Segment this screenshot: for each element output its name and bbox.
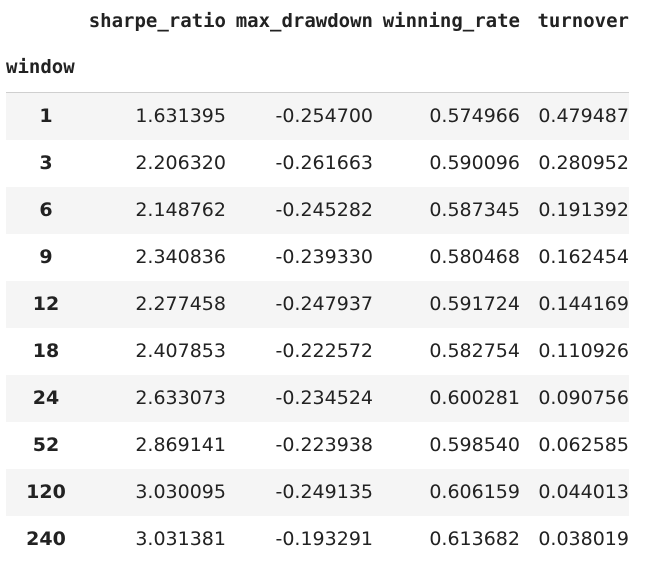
empty-header-cell xyxy=(520,42,629,93)
turnover-cell: 0.191392 xyxy=(538,199,629,221)
empty-header-cell xyxy=(86,42,226,93)
column-header-turnover: turnover xyxy=(537,10,629,32)
results-table: sharpe_ratio max_drawdown winning_rate t… xyxy=(6,0,629,563)
sharpe-ratio-cell: 2.633073 xyxy=(135,387,226,409)
table-header: sharpe_ratio max_drawdown winning_rate t… xyxy=(6,0,629,93)
table-row: 9 2.340836 -0.239330 0.580468 0.162454 xyxy=(6,234,629,281)
winning-rate-cell: 0.613682 xyxy=(429,528,520,550)
column-header-sharpe-ratio: sharpe_ratio xyxy=(88,10,226,32)
winning-rate-cell: 0.580468 xyxy=(429,246,520,268)
sharpe-ratio-cell: 3.030095 xyxy=(135,481,226,503)
table-row: 120 3.030095 -0.249135 0.606159 0.044013 xyxy=(6,469,629,516)
max-drawdown-cell: -0.261663 xyxy=(275,152,373,174)
row-index-cell: 9 xyxy=(39,246,53,268)
empty-header-cell xyxy=(226,42,373,93)
winning-rate-cell: 0.574966 xyxy=(429,105,520,127)
max-drawdown-cell: -0.254700 xyxy=(275,105,373,127)
max-drawdown-cell: -0.245282 xyxy=(275,199,373,221)
max-drawdown-cell: -0.223938 xyxy=(275,434,373,456)
column-header-max-drawdown: max_drawdown xyxy=(235,10,373,32)
row-index-cell: 12 xyxy=(32,293,60,315)
table-row: 3 2.206320 -0.261663 0.590096 0.280952 xyxy=(6,140,629,187)
turnover-cell: 0.062585 xyxy=(538,434,629,456)
column-header-row: sharpe_ratio max_drawdown winning_rate t… xyxy=(6,0,629,42)
table-row: 240 3.031381 -0.193291 0.613682 0.038019 xyxy=(6,516,629,563)
row-index-cell: 6 xyxy=(39,199,53,221)
column-header-winning-rate: winning_rate xyxy=(382,10,520,32)
winning-rate-cell: 0.590096 xyxy=(429,152,520,174)
winning-rate-cell: 0.582754 xyxy=(429,340,520,362)
turnover-cell: 0.110926 xyxy=(538,340,629,362)
sharpe-ratio-cell: 2.206320 xyxy=(135,152,226,174)
table-row: 6 2.148762 -0.245282 0.587345 0.191392 xyxy=(6,187,629,234)
sharpe-ratio-cell: 2.277458 xyxy=(135,293,226,315)
sharpe-ratio-cell: 2.869141 xyxy=(135,434,226,456)
row-index-cell: 3 xyxy=(39,152,53,174)
row-index-cell: 120 xyxy=(26,481,66,503)
row-index-cell: 24 xyxy=(32,387,60,409)
table-row: 52 2.869141 -0.223938 0.598540 0.062585 xyxy=(6,422,629,469)
max-drawdown-cell: -0.222572 xyxy=(275,340,373,362)
table-row: 1 1.631395 -0.254700 0.574966 0.479487 xyxy=(6,92,629,140)
max-drawdown-cell: -0.239330 xyxy=(275,246,373,268)
table-row: 24 2.633073 -0.234524 0.600281 0.090756 xyxy=(6,375,629,422)
turnover-cell: 0.044013 xyxy=(538,481,629,503)
max-drawdown-cell: -0.234524 xyxy=(275,387,373,409)
sharpe-ratio-cell: 2.148762 xyxy=(135,199,226,221)
winning-rate-cell: 0.600281 xyxy=(429,387,520,409)
max-drawdown-cell: -0.249135 xyxy=(275,481,373,503)
table-row: 12 2.277458 -0.247937 0.591724 0.144169 xyxy=(6,281,629,328)
row-index-cell: 52 xyxy=(32,434,60,456)
winning-rate-cell: 0.598540 xyxy=(429,434,520,456)
winning-rate-cell: 0.587345 xyxy=(429,199,520,221)
max-drawdown-cell: -0.193291 xyxy=(275,528,373,550)
sharpe-ratio-cell: 3.031381 xyxy=(135,528,226,550)
empty-header-cell xyxy=(373,42,520,93)
turnover-cell: 0.090756 xyxy=(538,387,629,409)
index-name-row: window xyxy=(6,42,629,93)
sharpe-ratio-cell: 2.340836 xyxy=(135,246,226,268)
turnover-cell: 0.280952 xyxy=(538,152,629,174)
turnover-cell: 0.144169 xyxy=(538,293,629,315)
sharpe-ratio-cell: 1.631395 xyxy=(135,105,226,127)
row-index-cell: 240 xyxy=(26,528,66,550)
max-drawdown-cell: -0.247937 xyxy=(275,293,373,315)
index-name-header: window xyxy=(6,56,75,78)
turnover-cell: 0.162454 xyxy=(538,246,629,268)
row-index-cell: 18 xyxy=(32,340,60,362)
sharpe-ratio-cell: 2.407853 xyxy=(135,340,226,362)
row-index-cell: 1 xyxy=(39,105,53,127)
winning-rate-cell: 0.591724 xyxy=(429,293,520,315)
table-body: 1 1.631395 -0.254700 0.574966 0.479487 3 2.206… xyxy=(6,92,629,563)
blank-corner-cell xyxy=(6,0,86,42)
table-row: 18 2.407853 -0.222572 0.582754 0.110926 xyxy=(6,328,629,375)
turnover-cell: 0.038019 xyxy=(538,528,629,550)
turnover-cell: 0.479487 xyxy=(538,105,629,127)
winning-rate-cell: 0.606159 xyxy=(429,481,520,503)
